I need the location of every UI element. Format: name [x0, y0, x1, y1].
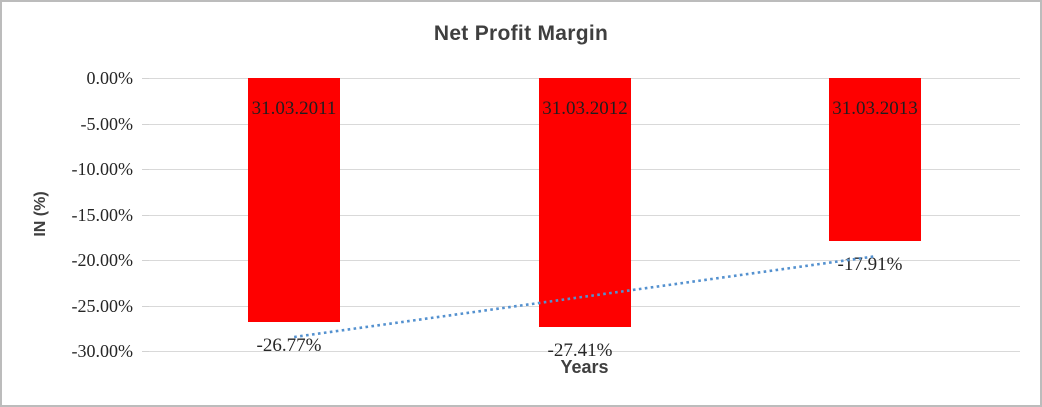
bar-category-label: 31.03.2012 — [542, 98, 628, 119]
y-tick-label: -10.00% — [71, 159, 134, 179]
y-tick-mark — [142, 124, 149, 125]
y-tick-label: -15.00% — [71, 205, 134, 225]
y-tick-mark — [142, 78, 149, 79]
y-tick-mark — [142, 351, 149, 352]
y-tick-label: 0.00% — [86, 68, 134, 88]
y-tick-label: -25.00% — [71, 296, 134, 316]
bar-value-label: -17.91% — [837, 254, 903, 275]
y-tick-label: -30.00% — [71, 341, 134, 361]
bar-category-label: 31.03.2013 — [832, 98, 918, 119]
y-tick-label: -5.00% — [80, 114, 134, 134]
x-axis-title: Years — [560, 357, 609, 377]
bar-category-label: 31.03.2011 — [251, 98, 337, 119]
y-tick-mark — [142, 215, 149, 216]
y-tick-mark — [142, 260, 149, 261]
bar — [829, 78, 921, 241]
y-tick-mark — [142, 306, 149, 307]
gridline — [149, 351, 1020, 352]
y-tick-mark — [142, 169, 149, 170]
bar-value-label: -26.77% — [256, 335, 322, 356]
chart-title: Net Profit Margin — [433, 22, 609, 45]
y-tick-label: -20.00% — [71, 250, 134, 270]
bar-value-label: -27.41% — [547, 340, 613, 361]
